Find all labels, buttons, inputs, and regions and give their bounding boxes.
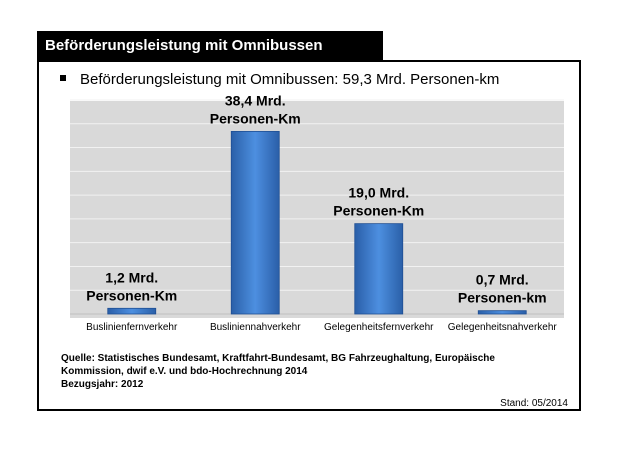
- chart-plot-area: [70, 101, 564, 318]
- category-label: Busliniennahverkehr: [210, 322, 301, 333]
- data-label: 19,0 Mrd.: [348, 185, 409, 201]
- bar-gelegenheitsnahverkehr: [477, 310, 527, 315]
- summary-text: Beförderungsleistung mit Omnibussen: 59,…: [80, 71, 500, 88]
- summary-bullet: Beförderungsleistung mit Omnibussen: 59,…: [60, 71, 499, 89]
- category-label: Gelegenheitsfernverkehr: [324, 322, 434, 333]
- data-labels-group: 1,2 Mrd. Personen-Km 38,4 Mrd. Personen-Km 1…: [86, 92, 546, 305]
- category-labels-group: Buslinienfernverkehr Busliniennahverkehr G…: [86, 322, 557, 333]
- data-label: Personen-Km: [333, 203, 424, 219]
- data-label: 38,4 Mrd.: [225, 92, 286, 108]
- bar-busliniennahverkehr: [230, 130, 280, 315]
- bullet-square-icon: [60, 75, 66, 82]
- bars-group: [107, 130, 527, 315]
- data-label: Personen-Km: [210, 110, 301, 126]
- source-line-1: Quelle: Statistisches Bundesamt, Kraftfa…: [61, 353, 495, 364]
- category-label: Buslinienfernverkehr: [86, 322, 178, 333]
- page-title: Beförderungsleistung mit Omnibussen: [37, 31, 383, 60]
- bar-buslinienfernverkehr: [107, 307, 157, 315]
- data-label: Personen-km: [458, 290, 547, 306]
- source-line-2: Kommission, dwif e.V. und bdo-Hochrechnu…: [61, 366, 308, 377]
- data-label: 0,7 Mrd.: [476, 272, 529, 288]
- category-label: Gelegenheitsnahverkehr: [448, 322, 558, 333]
- source-line-3: Bezugsjahr: 2012: [61, 379, 144, 390]
- bar-gelegenheitsfernverkehr: [354, 223, 404, 315]
- data-label: 1,2 Mrd.: [105, 269, 158, 285]
- stand-date: Stand: 05/2014: [500, 398, 568, 409]
- data-label: Personen-Km: [86, 287, 177, 303]
- source-note: Quelle: Statistisches Bundesamt, Kraftfa…: [61, 352, 531, 391]
